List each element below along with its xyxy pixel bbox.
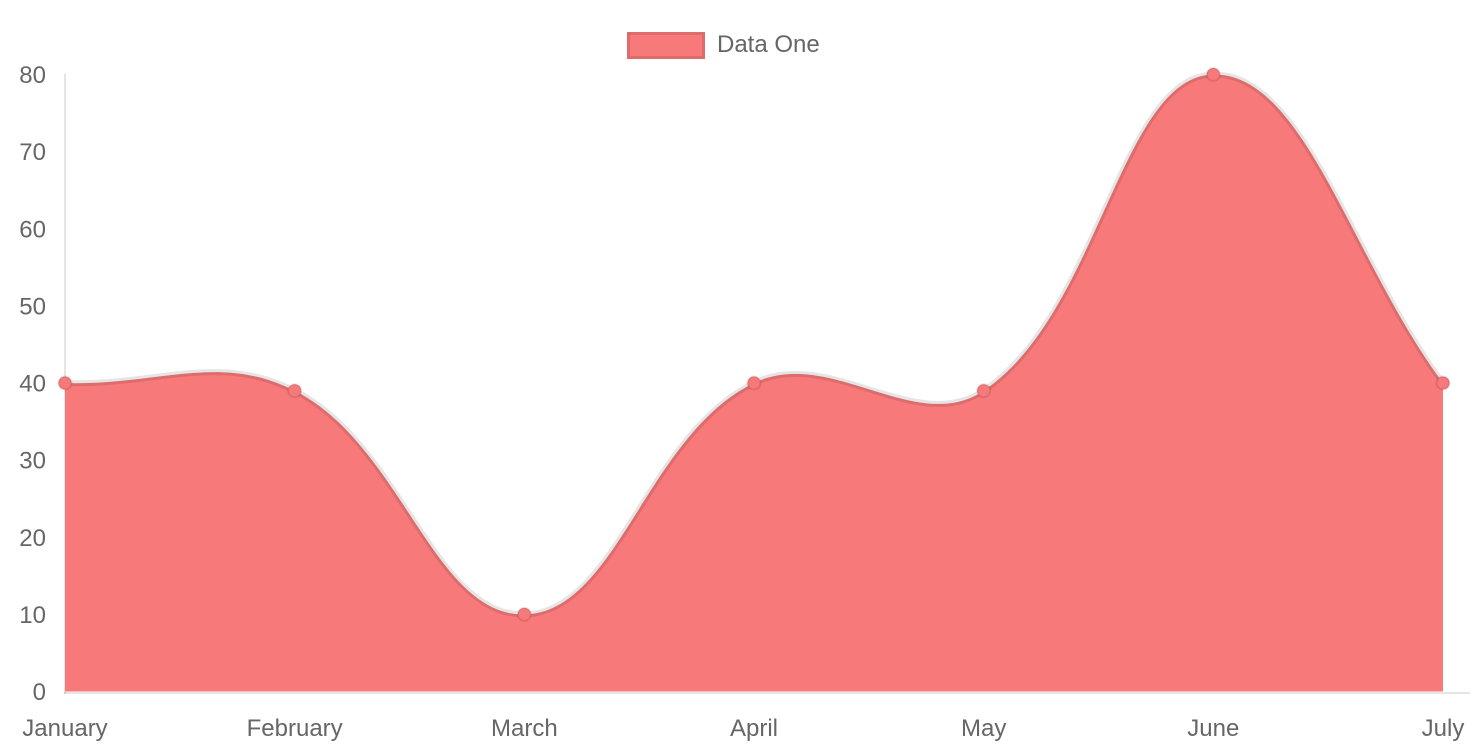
data-point[interactable]	[516, 606, 532, 622]
x-tick-label: March	[491, 715, 558, 742]
line-path	[64, 71, 1446, 618]
y-tick-label: 40	[19, 371, 46, 398]
data-point[interactable]	[1205, 67, 1221, 82]
data-point[interactable]	[746, 375, 762, 391]
y-tick-label: 30	[19, 448, 46, 475]
x-tick-label: February	[247, 715, 343, 742]
y-tick-label: 80	[19, 62, 46, 89]
x-tick-label: July	[1422, 715, 1465, 742]
data-point[interactable]	[287, 383, 303, 399]
data-point[interactable]	[1435, 375, 1451, 391]
x-tick-label: April	[730, 715, 778, 742]
x-tick-label: January	[22, 715, 107, 742]
data-point[interactable]	[976, 383, 992, 399]
y-tick-label: 50	[19, 293, 46, 320]
data-point[interactable]	[57, 375, 73, 391]
x-tick-label: May	[961, 715, 1006, 742]
legend-label: Data One	[717, 31, 820, 58]
y-tick-label: 10	[19, 602, 46, 629]
legend-color-box	[627, 31, 705, 59]
area-fill	[65, 74, 1443, 692]
x-tick-label: June	[1187, 715, 1239, 742]
y-tick-label: 20	[19, 525, 46, 552]
y-tick-label: 60	[19, 216, 46, 243]
y-tick-label: 70	[19, 139, 46, 166]
y-tick-label: 0	[33, 679, 46, 706]
legend-item-data-one[interactable]: Data One	[627, 31, 820, 59]
